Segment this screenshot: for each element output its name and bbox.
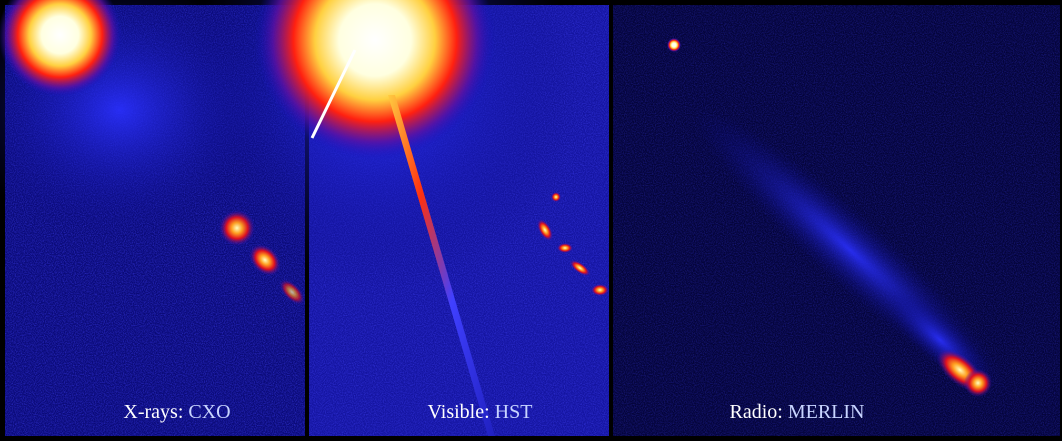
radio-panel bbox=[613, 5, 1060, 436]
jet-knot bbox=[551, 192, 561, 202]
band-label: X-rays: bbox=[123, 401, 183, 423]
panel-label: Radio: MERLIN bbox=[729, 401, 864, 423]
instrument-label: MERLIN bbox=[788, 401, 865, 423]
panel-label: Visible: HST bbox=[428, 401, 533, 423]
panel-label: X-rays: CXO bbox=[123, 401, 230, 423]
jet-knot bbox=[557, 243, 573, 253]
composite-image: X-rays: CXO Visible: HST Radio: MERLIN bbox=[0, 0, 1062, 441]
jet-knot bbox=[591, 284, 609, 296]
instrument-label: CXO bbox=[188, 401, 230, 423]
instrument-label: HST bbox=[495, 401, 533, 423]
core bbox=[667, 38, 681, 52]
band-label: Radio: bbox=[729, 401, 782, 423]
hotspot bbox=[964, 369, 992, 397]
band-label: Visible: bbox=[428, 401, 490, 423]
page: X-rays: CXO Visible: HST Radio: MERLIN (… bbox=[0, 0, 1062, 441]
